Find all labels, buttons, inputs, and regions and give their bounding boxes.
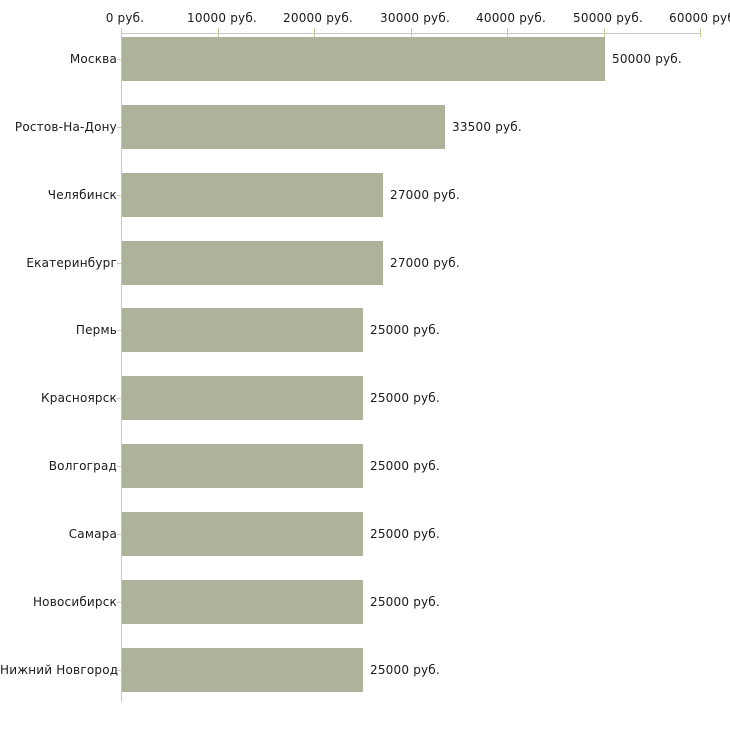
value-label: 27000 руб. (390, 188, 460, 202)
bar (122, 37, 605, 81)
bar (122, 648, 363, 692)
x-axis-line (121, 33, 700, 34)
category-label: Пермь (75, 323, 117, 337)
category-tick-mark (117, 602, 122, 603)
category-label: Челябинск (47, 188, 117, 202)
x-tick-label: 40000 руб. (476, 11, 546, 25)
category-tick-mark (117, 398, 122, 399)
value-label: 25000 руб. (370, 459, 440, 473)
value-label: 27000 руб. (390, 256, 460, 270)
bar (122, 105, 445, 149)
category-label: Новосибирск (32, 595, 117, 609)
value-label: 33500 руб. (452, 120, 522, 134)
x-tick-mark (121, 28, 122, 37)
category-tick-mark (117, 263, 122, 264)
category-tick-mark (117, 127, 122, 128)
bar (122, 512, 363, 556)
x-tick-mark (507, 28, 508, 37)
bar (122, 173, 383, 217)
y-axis-line (121, 33, 122, 702)
x-tick-label: 10000 руб. (187, 11, 257, 25)
x-tick-label: 0 руб. (105, 11, 145, 25)
bar (122, 580, 363, 624)
category-label: Москва (69, 52, 117, 66)
x-tick-mark (218, 28, 219, 37)
category-label: Красноярск (41, 391, 117, 405)
category-label: Ростов-На-Дону (14, 120, 117, 134)
category-tick-mark (117, 466, 122, 467)
category-tick-mark (117, 330, 122, 331)
category-tick-mark (117, 59, 122, 60)
x-tick-label: 20000 руб. (283, 11, 353, 25)
value-label: 25000 руб. (370, 663, 440, 677)
bar (122, 444, 363, 488)
category-tick-mark (117, 534, 122, 535)
x-tick-label: 30000 руб. (380, 11, 450, 25)
bar (122, 308, 363, 352)
bar (122, 241, 383, 285)
value-label: 25000 руб. (370, 323, 440, 337)
x-tick-label: 60000 руб. (669, 11, 730, 25)
bar (122, 376, 363, 420)
category-label: Нижний Новгород (0, 663, 119, 677)
value-label: 25000 руб. (370, 391, 440, 405)
category-label: Волгоград (48, 459, 117, 473)
category-tick-mark (117, 195, 122, 196)
category-label: Екатеринбург (26, 256, 117, 270)
value-label: 50000 руб. (612, 52, 682, 66)
category-label: Самара (68, 527, 117, 541)
category-tick-mark (117, 670, 122, 671)
x-tick-mark (314, 28, 315, 37)
x-tick-mark (700, 28, 701, 37)
x-tick-mark (411, 28, 412, 37)
value-label: 25000 руб. (370, 595, 440, 609)
x-tick-label: 50000 руб. (573, 11, 643, 25)
value-label: 25000 руб. (370, 527, 440, 541)
x-tick-mark (604, 28, 605, 37)
